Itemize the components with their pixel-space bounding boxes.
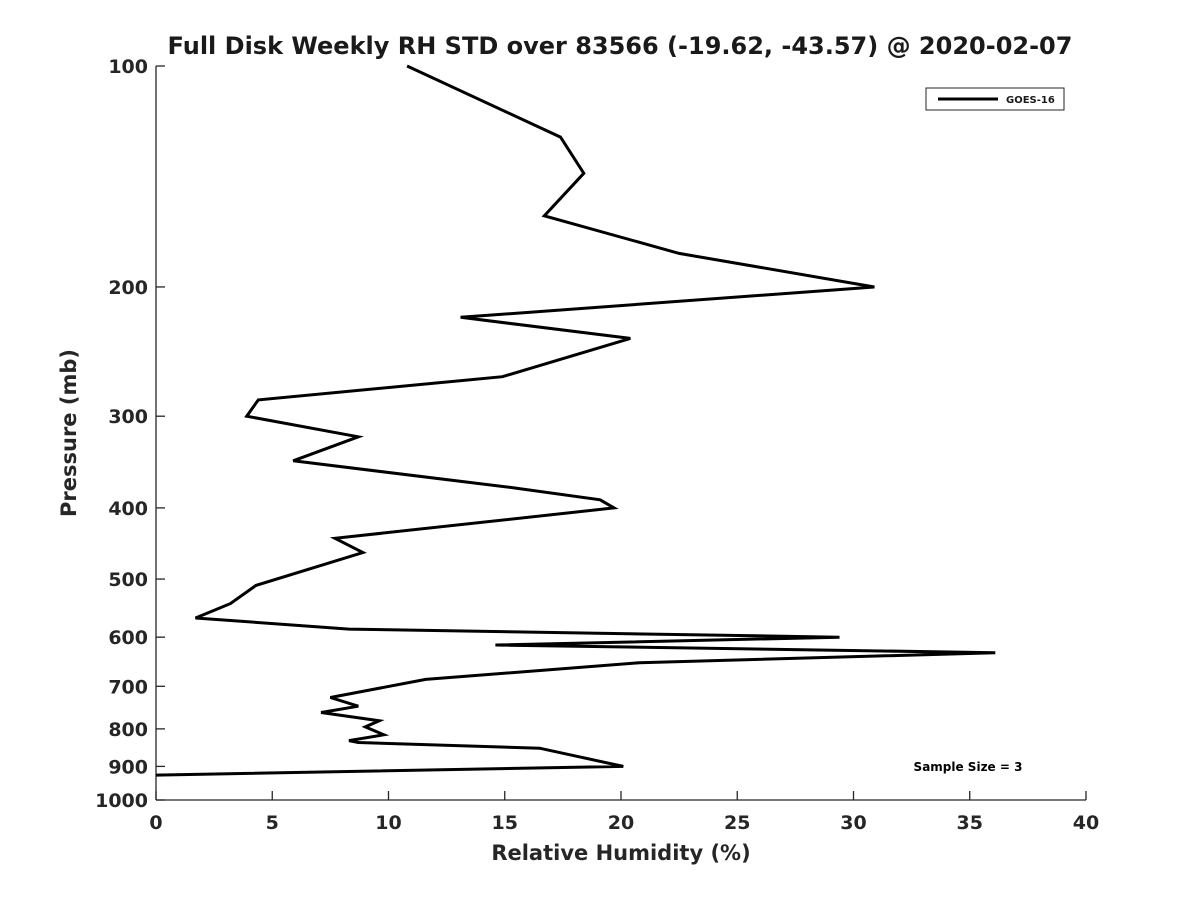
y-ticks: 100 200 300 400 500 600 700 800 900 1000: [95, 56, 165, 812]
series-line-goes-16: [155, 64, 996, 777]
x-tick-label: 35: [957, 812, 983, 834]
y-tick-label: 1000: [95, 790, 148, 812]
y-tick-label: 100: [108, 56, 148, 78]
x-tick-label: 15: [492, 812, 518, 834]
y-tick-label: 400: [108, 498, 148, 520]
x-tick-label: 0: [149, 812, 162, 834]
y-tick-label: 700: [108, 676, 148, 698]
x-tick-label: 25: [724, 812, 750, 834]
x-tick-label: 10: [375, 812, 401, 834]
y-tick-label: 900: [108, 756, 148, 778]
y-tick-label: 300: [108, 406, 148, 428]
legend[interactable]: GOES-16: [925, 87, 1065, 111]
x-tick-label: 20: [608, 812, 634, 834]
y-axis-label: Pressure (mb): [57, 349, 81, 517]
legend-label-goes-16: GOES-16: [1006, 95, 1055, 106]
x-tick-label: 5: [266, 812, 279, 834]
x-axis-label: Relative Humidity (%): [491, 841, 750, 865]
series-layer: [155, 64, 996, 777]
y-tick-label: 200: [108, 277, 148, 299]
y-tick-label: 800: [108, 719, 148, 741]
sample-size-annotation: Sample Size = 3: [914, 760, 1023, 774]
chart-title: Full Disk Weekly RH STD over 83566 (-19.…: [168, 32, 1073, 60]
y-tick-label: 600: [108, 627, 148, 649]
x-ticks: 0 5 10 15 20 25 30 35 40: [149, 791, 1099, 834]
y-tick-label: 500: [108, 569, 148, 591]
x-tick-label: 30: [840, 812, 866, 834]
x-tick-label: 40: [1073, 812, 1099, 834]
